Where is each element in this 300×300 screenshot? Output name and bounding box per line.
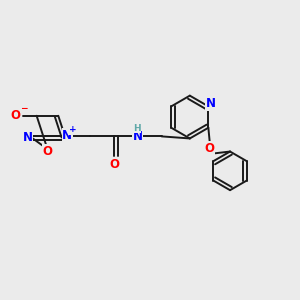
Text: N: N [206, 98, 216, 110]
Text: H: H [133, 124, 141, 133]
Text: O: O [11, 109, 21, 122]
Text: O: O [43, 145, 52, 158]
Text: −: − [20, 104, 28, 113]
Text: N: N [62, 129, 72, 142]
Text: N: N [133, 130, 143, 143]
Text: O: O [109, 158, 119, 171]
Text: O: O [205, 142, 215, 155]
Text: +: + [69, 125, 76, 134]
Text: N: N [22, 131, 33, 144]
